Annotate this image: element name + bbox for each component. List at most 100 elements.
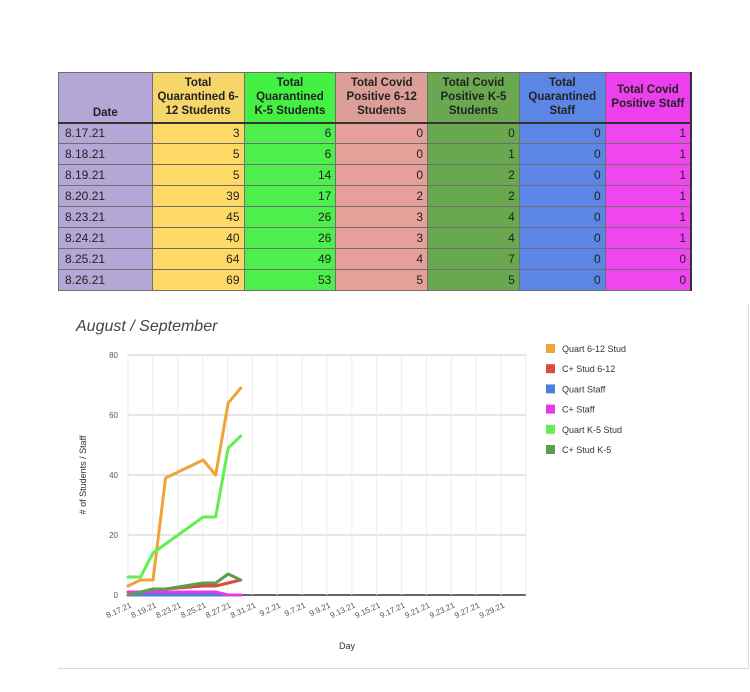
cell-date[interactable]: 8.23.21 bbox=[58, 206, 153, 228]
legend-swatch bbox=[546, 404, 555, 414]
cell-quarantined-staff[interactable]: 0 bbox=[518, 227, 606, 249]
x-tick-label: 9.9.21 bbox=[308, 600, 332, 618]
cell-quarantined-k-5[interactable]: 6 bbox=[243, 122, 337, 144]
cell-quarantined-6-12[interactable]: 64 bbox=[151, 248, 245, 270]
cell-quarantined-k-5[interactable]: 26 bbox=[243, 206, 337, 228]
series-line-5 bbox=[126, 434, 243, 579]
series-line-6 bbox=[126, 572, 243, 597]
cell-quarantined-staff[interactable]: 0 bbox=[518, 143, 606, 165]
cell-quarantined-staff[interactable]: 0 bbox=[518, 269, 606, 291]
y-tick-label: 20 bbox=[109, 531, 118, 540]
cell-positive-6-12[interactable]: 2 bbox=[335, 185, 429, 207]
cell-quarantined-staff[interactable]: 0 bbox=[518, 206, 606, 228]
cell-positive-6-12[interactable]: 3 bbox=[335, 206, 429, 228]
table-row: 8.20.21 39 17 2 2 0 1 bbox=[58, 185, 692, 207]
cell-positive-6-12[interactable]: 4 bbox=[335, 248, 429, 270]
covid-data-table: Date Total Quarantined 6-12 Students Tot… bbox=[58, 72, 692, 291]
cell-positive-staff[interactable]: 0 bbox=[604, 269, 692, 291]
y-axis-label: # of Students / Staff bbox=[78, 435, 88, 514]
x-tick-label: 9.13.21 bbox=[329, 600, 357, 620]
cell-positive-k-5[interactable]: 7 bbox=[427, 248, 520, 270]
cell-positive-6-12[interactable]: 5 bbox=[335, 269, 429, 291]
cell-quarantined-staff[interactable]: 0 bbox=[518, 185, 606, 207]
cell-quarantined-staff[interactable]: 0 bbox=[518, 248, 606, 270]
col-header-positive-staff[interactable]: Total Covid Positive Staff bbox=[604, 72, 692, 124]
x-tick-label: 8.31.21 bbox=[229, 600, 257, 620]
cell-quarantined-6-12[interactable]: 39 bbox=[151, 185, 245, 207]
x-tick-label: 8.23.21 bbox=[155, 600, 183, 620]
cell-positive-k-5[interactable]: 2 bbox=[427, 164, 520, 186]
legend-swatch bbox=[546, 445, 555, 454]
cell-date[interactable]: 8.26.21 bbox=[58, 269, 153, 291]
x-axis-label: Day bbox=[339, 641, 356, 651]
cell-quarantined-k-5[interactable]: 49 bbox=[243, 248, 337, 270]
cell-quarantined-k-5[interactable]: 26 bbox=[243, 227, 337, 249]
cell-quarantined-staff[interactable]: 0 bbox=[518, 122, 606, 144]
cell-quarantined-6-12[interactable]: 3 bbox=[151, 122, 245, 144]
cell-positive-staff[interactable]: 1 bbox=[604, 185, 692, 207]
cell-quarantined-6-12[interactable]: 40 bbox=[151, 227, 245, 249]
cell-positive-staff[interactable]: 1 bbox=[604, 164, 692, 186]
cell-positive-staff[interactable]: 1 bbox=[604, 122, 692, 144]
legend-label: C+ Stud K-5 bbox=[562, 445, 611, 455]
legend-label: C+ Staff bbox=[562, 405, 595, 415]
col-header-date[interactable]: Date bbox=[58, 72, 153, 124]
cell-positive-staff[interactable]: 1 bbox=[604, 143, 692, 165]
cell-quarantined-k-5[interactable]: 6 bbox=[243, 143, 337, 165]
cell-positive-staff[interactable]: 1 bbox=[604, 206, 692, 228]
cell-quarantined-6-12[interactable]: 45 bbox=[151, 206, 245, 228]
col-header-positive-6-12[interactable]: Total Covid Positive 6-12 Students bbox=[335, 72, 429, 124]
series-line-1 bbox=[126, 386, 243, 588]
col-header-quarantined-staff[interactable]: Total Quarantined Staff bbox=[518, 72, 606, 124]
cell-quarantined-6-12[interactable]: 5 bbox=[151, 143, 245, 165]
cell-positive-k-5[interactable]: 5 bbox=[427, 269, 520, 291]
col-header-quarantined-k-5[interactable]: Total Quarantined K-5 Students bbox=[243, 72, 337, 124]
cell-date[interactable]: 8.18.21 bbox=[58, 143, 153, 165]
x-tick-label: 9.17.21 bbox=[378, 600, 406, 620]
x-tick-label: 8.19.21 bbox=[130, 600, 158, 620]
legend-swatch bbox=[546, 384, 555, 394]
x-tick-label: 9.15.21 bbox=[354, 600, 382, 620]
legend-label: Quart Staff bbox=[562, 384, 606, 394]
cell-date[interactable]: 8.25.21 bbox=[58, 248, 153, 270]
x-tick-label: 9.29.21 bbox=[478, 600, 506, 620]
cell-positive-k-5[interactable]: 4 bbox=[427, 206, 520, 228]
cell-positive-k-5[interactable]: 2 bbox=[427, 185, 520, 207]
cell-date[interactable]: 8.24.21 bbox=[58, 227, 153, 249]
cell-date[interactable]: 8.17.21 bbox=[58, 122, 153, 144]
y-tick-label: 60 bbox=[109, 411, 118, 420]
cell-positive-6-12[interactable]: 0 bbox=[335, 143, 429, 165]
cell-quarantined-staff[interactable]: 0 bbox=[518, 164, 606, 186]
line-chart: August / September 0 20 40 60 80 8.17.218.19.2… bbox=[75, 318, 626, 651]
col-header-positive-k-5[interactable]: Total Covid Positive K-5 Students bbox=[427, 72, 520, 124]
x-tick-label: 9.23.21 bbox=[428, 600, 456, 620]
x-tick-label: 8.17.21 bbox=[105, 600, 133, 620]
table-row: 8.24.21 40 26 3 4 0 1 bbox=[58, 227, 692, 249]
cell-quarantined-6-12[interactable]: 5 bbox=[151, 164, 245, 186]
cell-positive-k-5[interactable]: 4 bbox=[427, 227, 520, 249]
cell-positive-staff[interactable]: 1 bbox=[604, 227, 692, 249]
x-tick-label: 9.27.21 bbox=[453, 600, 481, 620]
cell-positive-6-12[interactable]: 0 bbox=[335, 164, 429, 186]
col-header-quarantined-6-12[interactable]: Total Quarantined 6-12 Students bbox=[151, 72, 245, 124]
table-row: 8.17.21 3 6 0 0 0 1 bbox=[58, 122, 692, 144]
cell-date[interactable]: 8.19.21 bbox=[58, 164, 153, 186]
cell-positive-staff[interactable]: 0 bbox=[604, 248, 692, 270]
cell-positive-6-12[interactable]: 3 bbox=[335, 227, 429, 249]
cell-positive-k-5[interactable]: 1 bbox=[427, 143, 520, 165]
cell-quarantined-6-12[interactable]: 69 bbox=[151, 269, 245, 291]
cell-positive-6-12[interactable]: 0 bbox=[335, 122, 429, 144]
cell-positive-k-5[interactable]: 0 bbox=[427, 122, 520, 144]
cell-date[interactable]: 8.20.21 bbox=[58, 185, 153, 207]
legend-label: Quart 6-12 Stud bbox=[562, 344, 626, 354]
x-tick-label: 8.25.21 bbox=[179, 600, 207, 620]
x-tick-label: 9.2.21 bbox=[258, 600, 282, 618]
table-row: 8.25.21 64 49 4 7 0 0 bbox=[58, 248, 692, 270]
table-row: 8.19.21 5 14 0 2 0 1 bbox=[58, 164, 692, 186]
legend-swatch bbox=[546, 344, 555, 353]
x-tick-label: 9.7.21 bbox=[283, 600, 307, 618]
cell-quarantined-k-5[interactable]: 53 bbox=[243, 269, 337, 291]
cell-quarantined-k-5[interactable]: 17 bbox=[243, 185, 337, 207]
cell-quarantined-k-5[interactable]: 14 bbox=[243, 164, 337, 186]
y-tick-label: 0 bbox=[114, 591, 119, 600]
